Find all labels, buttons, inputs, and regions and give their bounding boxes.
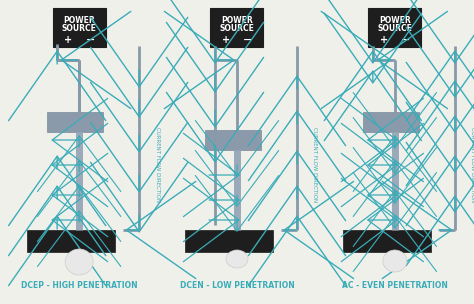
Text: POWER: POWER: [221, 16, 253, 25]
FancyBboxPatch shape: [368, 8, 421, 47]
Bar: [47, 112, 103, 132]
Text: −: −: [85, 35, 95, 45]
Text: DCEP - HIGH PENETRATION: DCEP - HIGH PENETRATION: [21, 281, 137, 289]
Text: −: −: [401, 35, 410, 45]
Bar: [185, 230, 273, 252]
Text: +: +: [222, 35, 230, 45]
Text: POWER: POWER: [64, 16, 95, 25]
Text: DCEN - LOW PENETRATION: DCEN - LOW PENETRATION: [180, 281, 294, 289]
Text: POWER: POWER: [379, 16, 410, 25]
Text: −: −: [243, 35, 253, 45]
Bar: [205, 130, 261, 150]
Text: CURRENT FLOW DIRECTION: CURRENT FLOW DIRECTION: [470, 127, 474, 202]
Text: CURRENT FLOW DIRECTION: CURRENT FLOW DIRECTION: [312, 127, 318, 202]
Bar: [363, 112, 419, 132]
Bar: [343, 230, 431, 252]
Ellipse shape: [65, 249, 93, 275]
Text: SOURCE: SOURCE: [62, 24, 97, 33]
Bar: [27, 230, 115, 252]
Ellipse shape: [383, 250, 407, 272]
Text: +: +: [380, 35, 388, 45]
Text: SOURCE: SOURCE: [377, 24, 412, 33]
Text: CURRENT FLOW DIRECTION: CURRENT FLOW DIRECTION: [155, 127, 160, 202]
FancyBboxPatch shape: [210, 8, 264, 47]
Ellipse shape: [226, 250, 248, 268]
Text: +: +: [64, 35, 72, 45]
FancyBboxPatch shape: [53, 8, 106, 47]
Text: SOURCE: SOURCE: [219, 24, 255, 33]
Text: AC - EVEN PENETRATION: AC - EVEN PENETRATION: [342, 281, 448, 289]
